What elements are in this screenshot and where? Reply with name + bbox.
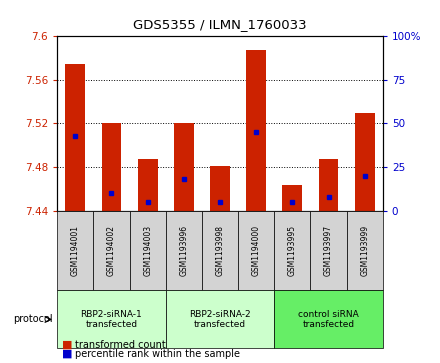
Text: ■: ■ bbox=[62, 349, 72, 359]
Bar bbox=[66, 64, 85, 211]
Text: ■: ■ bbox=[62, 340, 72, 350]
Text: GSM1193995: GSM1193995 bbox=[288, 225, 297, 276]
Bar bbox=[129, 211, 166, 290]
Bar bbox=[166, 290, 274, 348]
Bar bbox=[274, 290, 383, 348]
Bar bbox=[311, 211, 347, 290]
Text: GSM1194000: GSM1194000 bbox=[252, 225, 260, 276]
Bar bbox=[93, 211, 129, 290]
Text: GSM1194003: GSM1194003 bbox=[143, 225, 152, 276]
Text: RBP2-siRNA-2
transfected: RBP2-siRNA-2 transfected bbox=[189, 310, 251, 329]
Text: GSM1194002: GSM1194002 bbox=[107, 225, 116, 276]
Text: RBP2-siRNA-1
transfected: RBP2-siRNA-1 transfected bbox=[81, 310, 143, 329]
Bar bbox=[166, 211, 202, 290]
Bar bbox=[238, 211, 274, 290]
Text: GSM1193999: GSM1193999 bbox=[360, 225, 369, 276]
Bar bbox=[102, 123, 121, 211]
Text: percentile rank within the sample: percentile rank within the sample bbox=[75, 349, 240, 359]
Text: GSM1193997: GSM1193997 bbox=[324, 225, 333, 276]
Text: protocol: protocol bbox=[13, 314, 53, 325]
Bar bbox=[210, 166, 230, 211]
Text: GSM1193996: GSM1193996 bbox=[180, 225, 188, 276]
Bar bbox=[319, 159, 338, 211]
Text: GSM1193998: GSM1193998 bbox=[216, 225, 224, 276]
Bar bbox=[57, 290, 166, 348]
Text: GDS5355 / ILMN_1760033: GDS5355 / ILMN_1760033 bbox=[133, 18, 307, 31]
Text: control siRNA
transfected: control siRNA transfected bbox=[298, 310, 359, 329]
Bar bbox=[138, 159, 158, 211]
Text: transformed count: transformed count bbox=[75, 340, 165, 350]
Bar bbox=[202, 211, 238, 290]
Text: GSM1194001: GSM1194001 bbox=[71, 225, 80, 276]
Bar bbox=[246, 50, 266, 211]
Bar bbox=[274, 211, 311, 290]
Bar bbox=[347, 211, 383, 290]
Bar bbox=[174, 123, 194, 211]
Bar bbox=[282, 185, 302, 211]
Bar bbox=[355, 113, 375, 211]
Bar bbox=[57, 211, 93, 290]
